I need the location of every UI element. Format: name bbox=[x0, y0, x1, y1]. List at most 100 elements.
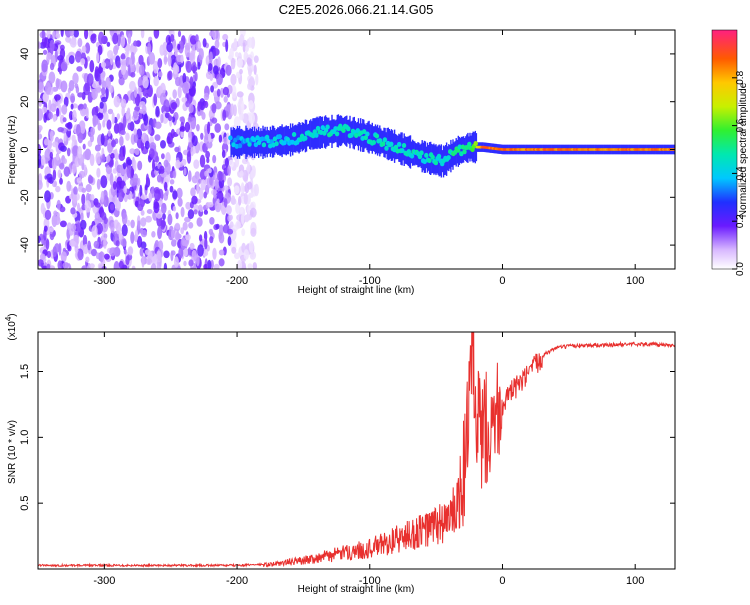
signal-halo-cell bbox=[275, 130, 277, 153]
x-tick-label: 100 bbox=[626, 275, 644, 287]
signal-halo-cell bbox=[372, 126, 375, 151]
noise-cell bbox=[79, 124, 86, 134]
noise-cell bbox=[73, 30, 79, 38]
noise-cell bbox=[55, 154, 60, 161]
noise-cell bbox=[122, 115, 127, 129]
y-tick-label: 0 bbox=[19, 146, 31, 152]
noise-cell bbox=[38, 82, 45, 93]
noise-cell bbox=[87, 174, 93, 184]
noise-cell bbox=[111, 196, 116, 203]
noise-cell bbox=[137, 160, 143, 171]
noise-cell bbox=[153, 93, 158, 106]
colorbar-tick-label: 0.8 bbox=[735, 70, 746, 84]
noise-cell bbox=[127, 64, 131, 77]
signal-halo-cell bbox=[236, 125, 239, 159]
noise-cell bbox=[104, 253, 110, 260]
noise-cell bbox=[139, 247, 144, 257]
noise-cell bbox=[55, 185, 61, 193]
signal-core-cell bbox=[272, 136, 278, 142]
signal-halo-cell bbox=[362, 119, 364, 152]
noise-cell bbox=[140, 194, 148, 200]
noise-cell bbox=[248, 67, 252, 77]
noise-cell bbox=[75, 85, 80, 94]
noise-cell bbox=[121, 212, 128, 226]
noise-cell bbox=[170, 34, 175, 42]
signal-halo-cell bbox=[405, 136, 407, 164]
noise-cell bbox=[112, 181, 117, 190]
bottom-y-ticks: 0.5 1.0 1.5 bbox=[19, 364, 675, 511]
noise-cell bbox=[49, 62, 55, 71]
noise-cell bbox=[40, 202, 45, 215]
noise-cell bbox=[163, 159, 169, 168]
noise-cell bbox=[122, 162, 127, 170]
noise-cell bbox=[151, 231, 156, 238]
noise-cell bbox=[133, 133, 139, 144]
noise-cell bbox=[163, 55, 168, 65]
noise-cell bbox=[76, 177, 83, 184]
noise-cell bbox=[59, 220, 67, 228]
signal-halo-cell bbox=[392, 133, 395, 159]
noise-cell bbox=[210, 259, 214, 269]
noise-cell bbox=[62, 262, 69, 269]
noise-cell bbox=[45, 238, 50, 250]
signal-core-cell bbox=[393, 144, 399, 150]
noise-cell bbox=[249, 251, 257, 260]
top-y-ticks: -40 -20 0 20 40 bbox=[19, 48, 675, 253]
noise-cell bbox=[94, 218, 100, 225]
signal-core-cell bbox=[417, 154, 423, 160]
y-tick-label: 1.0 bbox=[19, 430, 31, 445]
noise-cell bbox=[110, 222, 115, 234]
signal-halo-cell bbox=[347, 120, 349, 143]
noise-cell bbox=[203, 92, 210, 101]
noise-cell bbox=[229, 221, 234, 228]
noise-cell bbox=[118, 189, 124, 203]
noise-cell bbox=[133, 128, 137, 135]
noise-cell bbox=[80, 212, 84, 222]
noise-cell bbox=[218, 249, 225, 256]
noise-cell bbox=[44, 148, 52, 162]
signal-halo-cell bbox=[369, 124, 371, 151]
noise-cell bbox=[62, 117, 67, 123]
signal-core-cell bbox=[349, 132, 354, 138]
noise-cell bbox=[76, 124, 81, 137]
noise-cell bbox=[171, 250, 176, 256]
noise-cell bbox=[164, 181, 168, 192]
noise-cell bbox=[236, 91, 244, 98]
noise-cell bbox=[240, 182, 245, 195]
noise-cell bbox=[68, 55, 75, 65]
noise-cell bbox=[60, 30, 64, 38]
noise-cell bbox=[198, 234, 203, 242]
noise-cell bbox=[99, 107, 104, 114]
noise-cell bbox=[48, 111, 54, 120]
noise-cell bbox=[175, 76, 181, 87]
noise-cell bbox=[160, 220, 166, 230]
noise-cell bbox=[43, 225, 48, 232]
signal-core-cell bbox=[473, 141, 478, 146]
noise-cell bbox=[107, 108, 114, 115]
noise-cell bbox=[223, 96, 228, 103]
noise-cell bbox=[182, 221, 188, 231]
noise-cell bbox=[144, 184, 148, 191]
noise-cell bbox=[59, 177, 63, 185]
noise-cell bbox=[167, 55, 172, 67]
noise-cell bbox=[196, 182, 200, 195]
noise-cell bbox=[207, 259, 212, 269]
noise-cell bbox=[46, 52, 52, 61]
noise-cell bbox=[208, 133, 212, 143]
noise-cell bbox=[70, 103, 74, 110]
noise-cell bbox=[52, 114, 57, 123]
noise-cell bbox=[157, 71, 163, 78]
noise-cell bbox=[152, 60, 159, 74]
noise-cell bbox=[99, 101, 104, 109]
noise-cell bbox=[185, 201, 191, 210]
signal-halo-cell bbox=[278, 127, 280, 155]
noise-cell bbox=[109, 247, 116, 257]
noise-cell bbox=[116, 113, 121, 120]
noise-cell bbox=[203, 191, 207, 199]
noise-cell bbox=[90, 134, 94, 143]
noise-cell bbox=[243, 249, 249, 260]
noise-cell bbox=[103, 112, 109, 122]
noise-cell bbox=[212, 154, 217, 164]
noise-cell bbox=[72, 194, 78, 204]
noise-cell bbox=[133, 159, 137, 172]
